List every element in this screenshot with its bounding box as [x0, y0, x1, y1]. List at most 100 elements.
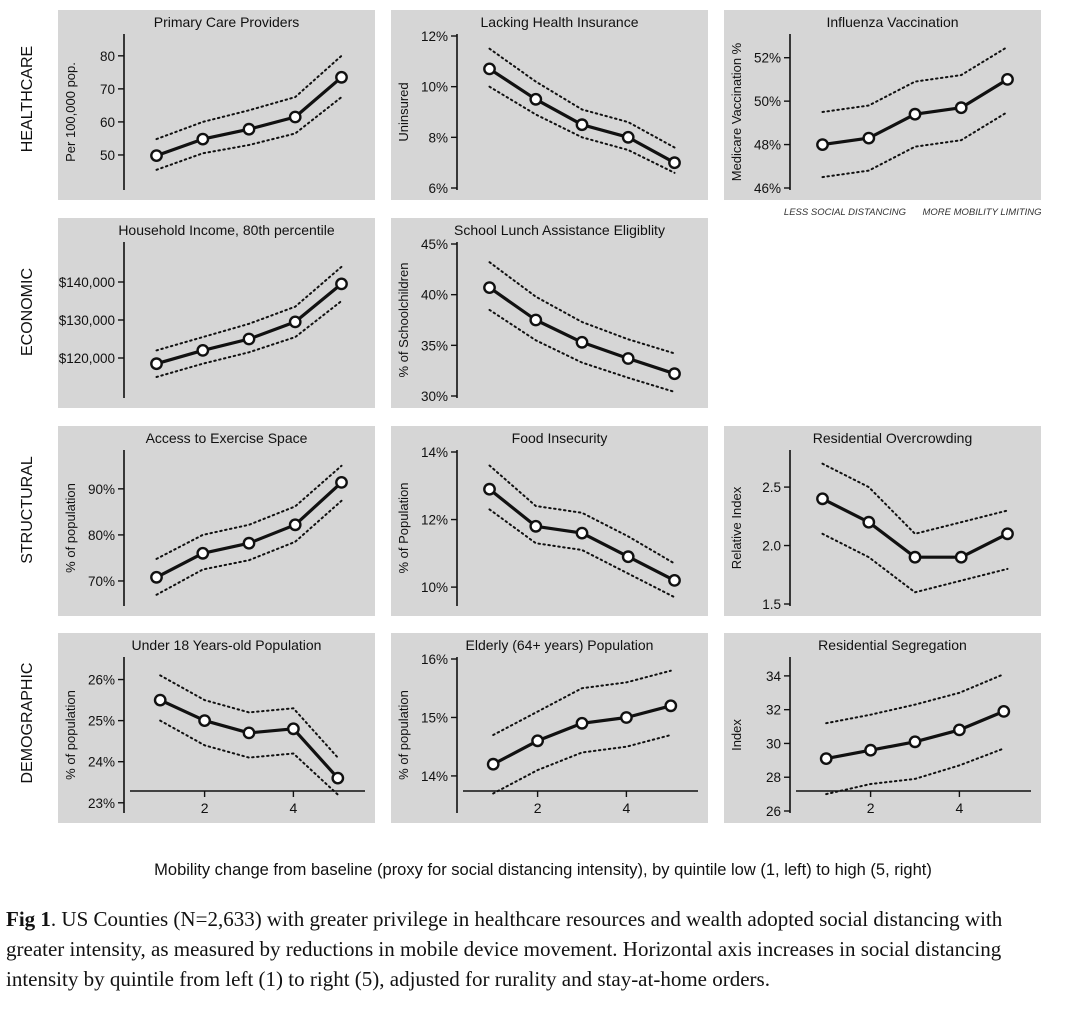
data-point [668, 156, 681, 170]
figure-caption: Fig 1. US Counties (N=2,633) with greate… [6, 904, 1058, 994]
panel-under-18-years-old-population: Under 18 Years-old Population 23% 24% 25% 26… [58, 633, 375, 823]
confidence-band-lower [825, 747, 1005, 796]
y-tick-label: 80% [88, 528, 115, 543]
y-axis-title: Per 100,000 pop. [63, 62, 78, 162]
data-point [198, 714, 212, 728]
y-tick-label: 34 [766, 669, 782, 684]
y-tick-label: 48% [754, 138, 781, 153]
confidence-band-upper [492, 669, 672, 736]
data-point [997, 705, 1011, 718]
y-axis-title: Medicare Vaccination % [729, 42, 744, 181]
y-axis-title: Relative Index [729, 486, 744, 569]
data-point [288, 518, 302, 532]
confidence-band-upper [825, 673, 1005, 725]
data-point [529, 313, 543, 327]
confidence-band-upper [155, 265, 343, 352]
direction-label-less: LESS SOCIAL DISTANCING [784, 207, 906, 218]
panel-title: Residential Segregation [818, 637, 967, 653]
data-point [529, 519, 543, 533]
data-point [196, 546, 210, 560]
y-tick-label: 28 [766, 770, 781, 785]
data-point [483, 62, 496, 76]
confidence-band-lower [488, 508, 676, 599]
y-tick-label: 26 [766, 804, 781, 819]
row-label-economic: ECONOMIC [19, 268, 36, 356]
data-point [486, 757, 500, 771]
data-point [335, 70, 348, 84]
y-tick-label: 24% [88, 755, 115, 770]
row-label-healthcare: HEALTHCARE [19, 46, 36, 152]
confidence-band-lower [155, 300, 343, 378]
data-point [952, 723, 966, 737]
x-axis-caption: Mobility change from baseline (proxy for… [154, 861, 932, 879]
y-tick-label: 2.0 [762, 539, 781, 554]
y-tick-label: $120,000 [59, 351, 115, 366]
panel-title: Lacking Health Insurance [481, 14, 639, 30]
panel-background [58, 10, 375, 200]
y-tick-label: 70 [100, 82, 115, 97]
panel-title: Residential Overcrowding [813, 430, 973, 446]
y-axis-title: Uninsured [396, 82, 411, 141]
data-point [621, 352, 635, 365]
panel-title: Under 18 Years-old Population [132, 637, 322, 653]
panel-elderly-64-years-population: Elderly (64+ years) Population 14% 15% 16%%… [391, 633, 708, 823]
panel-background [58, 218, 375, 408]
chart-panels: Primary Care Providers 50 60 70 80 Per 100,00… [58, 10, 1041, 823]
panel-lacking-health-insurance: Lacking Health Insurance 6% 8% 10% 12% Uninsu… [391, 10, 708, 200]
y-tick-label: 10% [421, 580, 448, 595]
x-tick-label: 4 [290, 800, 298, 816]
y-tick-label: 25% [88, 714, 115, 729]
y-tick-label: 46% [754, 181, 781, 196]
panel-background [724, 633, 1041, 823]
panel-household-income-80th-percentile: Household Income, 80th percentile $120,00… [58, 218, 375, 408]
data-point [668, 573, 681, 587]
panel-background [724, 426, 1041, 616]
confidence-band-lower [159, 719, 339, 796]
y-tick-label: 52% [754, 51, 781, 66]
panel-school-lunch-assistance-eligiblity: School Lunch Assistance Eligiblity 30% 35%… [391, 218, 708, 408]
data-point [664, 699, 678, 713]
y-tick-label: 1.5 [762, 597, 781, 612]
confidence-band-upper [155, 464, 343, 560]
panel-food-insecurity: Food Insecurity 10% 12% 14% % of Population [391, 426, 708, 616]
y-axis-title: % of population [396, 690, 411, 780]
data-point [954, 101, 968, 115]
data-point [862, 515, 876, 529]
y-tick-label: 23% [88, 796, 115, 811]
y-tick-label: 12% [421, 513, 448, 528]
data-point [1001, 73, 1014, 86]
panel-title: Primary Care Providers [154, 14, 299, 30]
confidence-band-upper [821, 462, 1009, 535]
x-tick-label: 2 [867, 800, 875, 816]
data-point [242, 122, 256, 136]
data-point [242, 332, 256, 346]
direction-label-more: MORE MOBILITY LIMITING [922, 207, 1041, 218]
data-point [483, 281, 496, 295]
row-labels: HEALTHCARE ECONOMIC STRUCTURAL DEMOGRAPHIC [19, 46, 36, 784]
data-point [908, 550, 922, 564]
panel-primary-care-providers: Primary Care Providers 50 60 70 80 Per 100,00… [58, 10, 375, 200]
confidence-band-upper [488, 464, 676, 565]
y-tick-label: 14% [421, 445, 448, 460]
panel-background [724, 10, 1041, 200]
data-point [335, 476, 348, 489]
data-point [150, 357, 163, 371]
panel-title: Access to Exercise Space [146, 430, 308, 446]
panel-title: Food Insecurity [512, 430, 608, 446]
y-tick-label: 12% [421, 29, 448, 44]
y-tick-label: 90% [88, 482, 115, 497]
panel-residential-overcrowding: Residential Overcrowding 1.5 2.0 2.5 Relativ… [724, 426, 1041, 616]
confidence-band-lower [488, 308, 676, 393]
panel-background [58, 426, 375, 616]
x-tick-label: 2 [201, 800, 209, 816]
data-point [483, 482, 496, 496]
y-axis-title: Index [729, 719, 744, 751]
confidence-band-lower [821, 111, 1009, 179]
confidence-band-lower [488, 85, 676, 174]
data-point [816, 492, 829, 506]
figure-caption-label: Fig 1 [6, 907, 51, 931]
y-tick-label: 6% [428, 181, 448, 196]
x-tick-label: 4 [956, 800, 964, 816]
confidence-band-upper [488, 47, 676, 149]
